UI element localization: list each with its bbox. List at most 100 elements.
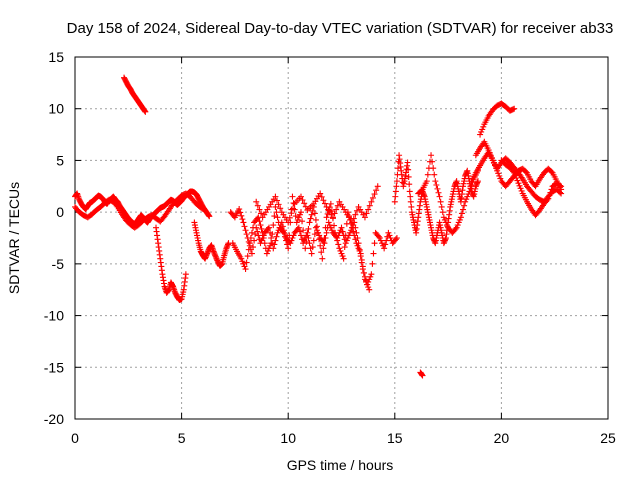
data-point: [467, 185, 474, 192]
data-point: [365, 206, 372, 213]
data-point: [199, 206, 206, 213]
data-point: [494, 167, 501, 174]
data-point: [245, 246, 252, 253]
data-point: [294, 216, 301, 223]
data-point: [457, 214, 464, 221]
data-point: [331, 222, 338, 229]
data-point: [323, 214, 330, 221]
data-point: [247, 235, 254, 241]
data-point: [305, 225, 312, 232]
data-point: [241, 223, 248, 230]
data-point: [454, 222, 461, 229]
y-tick-label: -10: [44, 308, 64, 324]
data-point: [248, 229, 255, 236]
data-point: [321, 200, 328, 207]
data-point: [360, 269, 367, 276]
data-point: [142, 108, 149, 115]
data-point: [198, 205, 205, 212]
data-point: [440, 214, 447, 221]
data-point: [257, 222, 264, 229]
data-point: [478, 128, 485, 135]
data-point: [352, 236, 359, 243]
data-point: [331, 210, 338, 217]
data-point: [316, 236, 323, 243]
x-tick-label: 15: [387, 430, 403, 446]
data-point: [394, 165, 401, 172]
data-point: [287, 240, 294, 247]
data-point: [343, 237, 350, 244]
data-point: [250, 244, 257, 251]
data-point: [254, 202, 261, 209]
data-point: [297, 232, 304, 239]
data-point: [361, 276, 368, 283]
data-point: [514, 177, 521, 184]
data-point: [271, 241, 278, 248]
data-point: [489, 157, 496, 164]
data-point: [182, 271, 189, 278]
data-point: [455, 219, 462, 226]
data-point: [428, 152, 435, 159]
data-point: [512, 172, 519, 179]
data-point: [264, 225, 271, 232]
data-point: [373, 187, 380, 194]
data-point: [452, 225, 459, 232]
data-point: [296, 211, 303, 218]
data-point: [299, 218, 306, 225]
data-point: [441, 216, 448, 223]
data-point: [243, 231, 250, 238]
data-point: [497, 175, 504, 182]
data-point: [368, 198, 375, 205]
data-point: [376, 235, 383, 241]
data-point: [546, 192, 553, 199]
data-point: [271, 213, 278, 220]
data-point: [439, 209, 446, 216]
data-point: [311, 210, 318, 217]
data-point: [318, 249, 325, 256]
series-trace-m: [477, 100, 518, 138]
data-point: [433, 181, 440, 188]
data-point: [349, 219, 356, 226]
data-point: [239, 258, 246, 265]
data-point: [405, 173, 412, 180]
data-point: [317, 242, 324, 249]
data-point: [557, 189, 564, 196]
data-point: [339, 228, 346, 235]
data-point: [377, 237, 384, 244]
series-trace-h: [253, 183, 381, 226]
data-point: [263, 250, 270, 257]
data-point: [355, 245, 362, 252]
chart-title: Day 158 of 2024, Sidereal Day-to-day VTE…: [67, 20, 614, 37]
y-axis-label: SDTVAR / TECUs: [6, 182, 22, 294]
data-point: [350, 228, 357, 235]
data-point: [363, 210, 370, 217]
data-point: [393, 235, 400, 241]
data-point: [548, 168, 555, 175]
data-point: [487, 152, 494, 159]
data-point: [246, 240, 253, 247]
data-point: [369, 194, 376, 201]
data-point: [434, 185, 441, 192]
data-point: [350, 215, 357, 222]
data-point: [266, 224, 273, 231]
data-point: [242, 227, 249, 234]
y-tick-label: -20: [44, 411, 64, 427]
data-point: [306, 219, 313, 226]
y-tick-label: 15: [48, 49, 64, 65]
y-tick-label: 10: [48, 101, 64, 117]
data-point: [368, 271, 375, 278]
data-point: [334, 237, 341, 244]
y-tick-label: 5: [56, 152, 64, 168]
data-point: [466, 188, 473, 195]
data-point: [522, 168, 529, 175]
data-point: [273, 209, 280, 216]
data-point: [490, 160, 497, 167]
data-point: [391, 198, 398, 205]
data-point: [305, 235, 312, 241]
data-point: [280, 229, 287, 236]
data-point: [456, 216, 463, 223]
data-point: [548, 186, 555, 193]
data-point: [492, 162, 499, 169]
data-point: [321, 240, 328, 247]
data-point: [302, 245, 309, 252]
data-point: [236, 206, 243, 213]
